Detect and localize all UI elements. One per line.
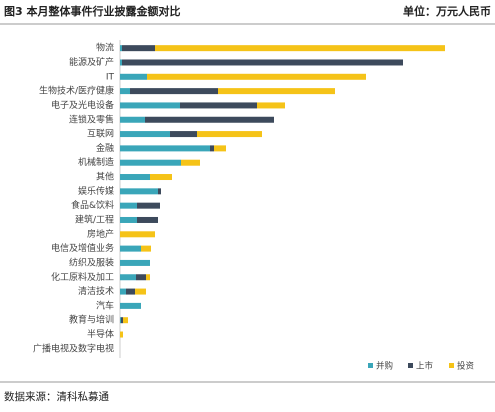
category-label: 清洁技术 <box>78 285 114 297</box>
bar-segment <box>120 274 136 281</box>
bar-segment <box>137 216 158 223</box>
category-label: 房地产 <box>87 228 114 240</box>
bar-segment <box>123 317 128 324</box>
category-label: 金融 <box>96 142 114 154</box>
category-label: 娱乐传媒 <box>78 185 114 197</box>
bar-segment <box>135 288 146 295</box>
category-label: 化工原料及加工 <box>51 271 114 283</box>
category-label: 广播电视及数字电视 <box>33 342 114 354</box>
bar-segment <box>120 231 155 238</box>
bar-segment <box>120 131 170 138</box>
bar-segment <box>120 202 137 209</box>
bar-segment <box>218 88 335 95</box>
unit-label: 单位：万元人民币 <box>403 4 491 18</box>
legend-swatch <box>408 363 413 368</box>
bar-segment <box>120 45 122 52</box>
category-label: 其他 <box>96 171 114 183</box>
bar-segment <box>120 317 121 324</box>
bar-segment <box>147 73 366 80</box>
category-label: 半导体 <box>87 328 114 340</box>
bar-segment <box>136 274 146 281</box>
category-label: 汽车 <box>96 299 114 311</box>
category-label: 连锁及零售 <box>69 113 114 125</box>
category-label: 生物技术/医疗健康 <box>39 85 114 97</box>
bar-segment <box>120 259 150 266</box>
legend-label: 并购 <box>376 361 393 372</box>
bar-segment <box>120 102 180 109</box>
bar-segment <box>120 73 147 80</box>
bar-segment <box>257 102 285 109</box>
category-label: 建筑/工程 <box>75 213 114 225</box>
bar-segment <box>146 274 150 281</box>
bar-segment <box>120 245 141 252</box>
source-note: 数据来源：清科私募通 <box>4 390 109 403</box>
chart-title: 图3 本月整体事件行业披露金额对比 <box>4 4 180 18</box>
bar-segment <box>121 317 123 324</box>
bar-segment <box>120 174 150 181</box>
category-label: 互联网 <box>87 129 114 140</box>
legend-label: 上市 <box>416 361 434 372</box>
bar-segment <box>120 88 130 95</box>
bar-segment <box>130 88 218 95</box>
bar-segment <box>120 216 137 223</box>
category-label: 电信及增值业务 <box>51 242 114 254</box>
category-label: IT <box>106 72 115 82</box>
category-label: 食品&饮料 <box>71 199 114 211</box>
bar-segment <box>122 59 403 66</box>
bar-segment <box>126 288 135 295</box>
legend-label: 投资 <box>457 361 475 372</box>
bar-segment <box>120 145 210 152</box>
bar-segment <box>145 116 274 123</box>
bar-segment <box>158 188 161 195</box>
bar-segment <box>120 59 122 66</box>
bar-segment <box>120 302 141 309</box>
bar-segment <box>120 116 145 123</box>
category-label: 机械制造 <box>78 156 114 168</box>
bar-segment <box>181 159 200 166</box>
legend-swatch <box>449 363 454 368</box>
bar-segment <box>120 288 126 295</box>
bar-segment <box>120 188 158 195</box>
bar-segment <box>122 45 155 52</box>
bar-segment <box>120 159 181 166</box>
legend-swatch <box>368 363 373 368</box>
category-label: 纺织及服装 <box>69 256 114 268</box>
bar-segment <box>137 202 160 209</box>
bar-segment <box>180 102 257 109</box>
category-label: 能源及矿产 <box>69 56 114 68</box>
bar-segment <box>155 45 445 52</box>
bar-segment <box>141 245 151 252</box>
bar-segment <box>197 131 262 138</box>
bar-segment <box>150 174 172 181</box>
bar-segment <box>120 331 123 338</box>
category-label: 电子及光电设备 <box>51 99 114 111</box>
bar-segment <box>170 131 197 138</box>
bar-segment <box>214 145 226 152</box>
category-label: 物流 <box>96 42 114 54</box>
category-label: 教育与培训 <box>69 314 114 326</box>
bar-segment <box>210 145 214 152</box>
